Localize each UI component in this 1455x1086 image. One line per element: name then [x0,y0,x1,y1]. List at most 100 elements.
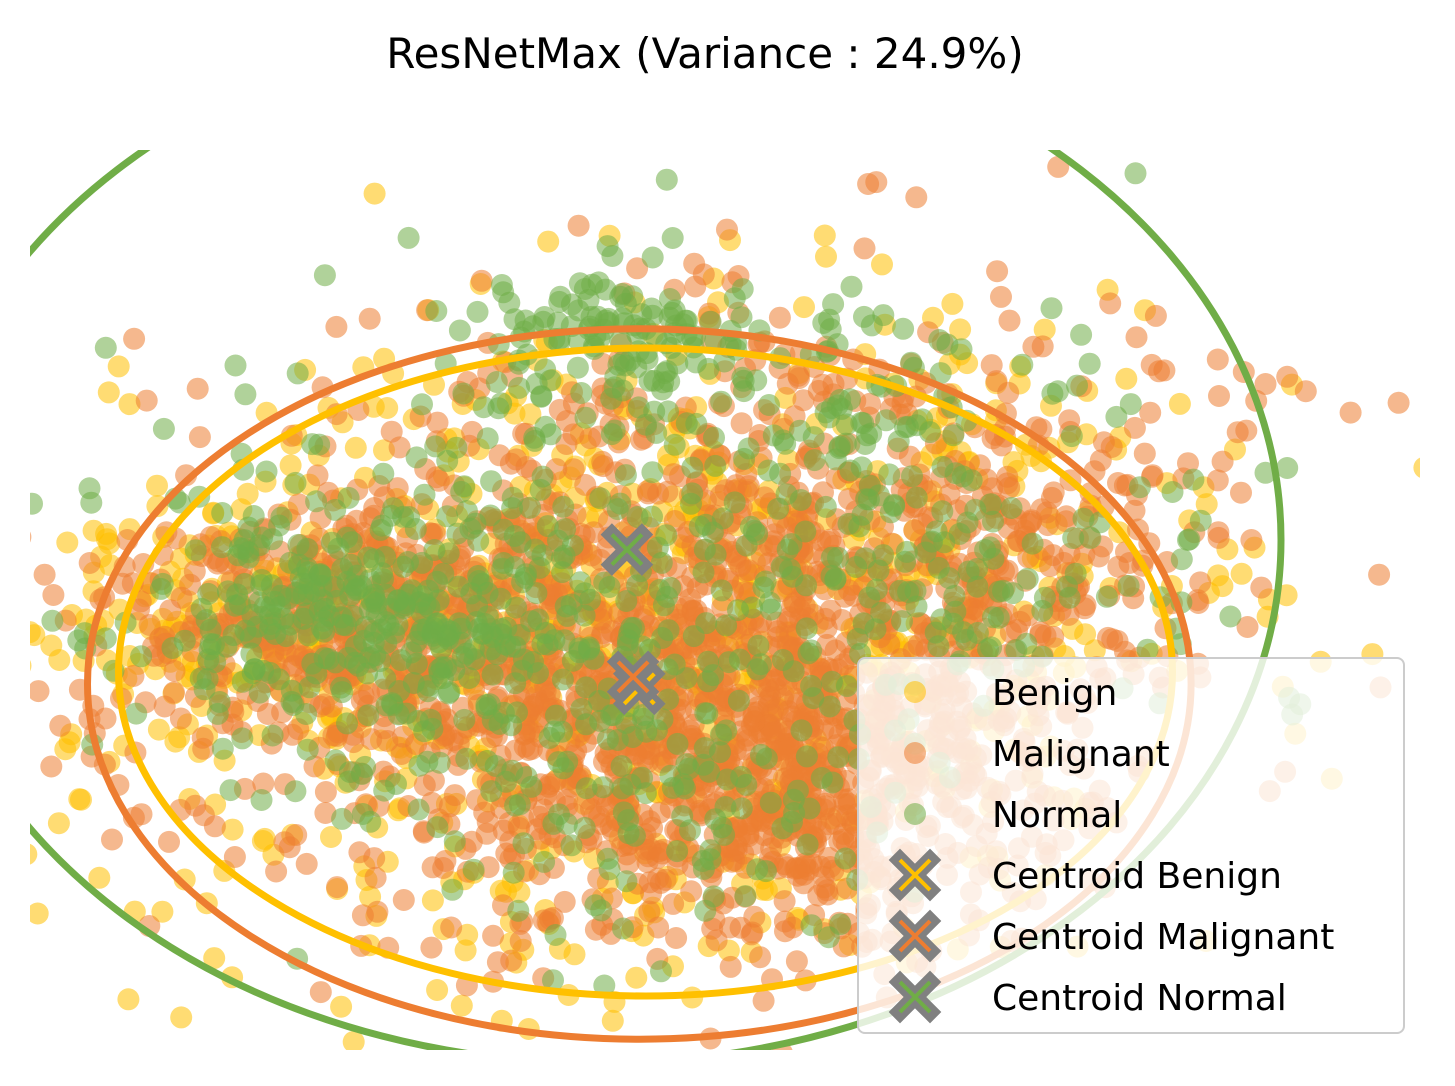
data-point-malignant [817,846,840,869]
data-point-malignant [990,285,1012,308]
data-point-malignant [1206,348,1229,371]
data-point-normal [692,561,715,584]
data-point-normal [405,446,428,469]
data-point-normal [286,362,309,385]
data-point-malignant [1036,514,1059,537]
data-point-malignant [314,802,337,824]
data-point-normal [663,433,686,456]
data-point-normal [438,681,461,703]
data-point-normal [927,635,950,658]
data-point-normal [759,791,782,814]
data-point-normal [451,646,474,668]
data-point-benign [97,381,120,404]
data-point-normal [234,383,257,406]
data-point-benign [30,660,32,672]
data-point-normal [710,390,733,413]
data-point-malignant [366,900,389,923]
data-point-benign [1413,457,1420,478]
data-point-normal [657,619,680,642]
data-point-malignant [223,846,246,868]
data-point-malignant [626,257,649,280]
data-point-normal [827,546,849,569]
data-point-normal [287,533,310,556]
data-point-malignant [996,472,1019,495]
data-point-normal [1170,548,1193,571]
data-point-normal [453,475,476,498]
data-point-normal [548,803,570,826]
data-point-normal [666,732,689,755]
data-point-normal [702,664,724,687]
data-point-normal [929,362,952,385]
data-point-normal [603,419,626,442]
data-point-malignant [326,876,348,899]
data-point-normal [446,522,469,545]
data-point-benign [949,318,972,341]
data-point-normal [1011,353,1034,376]
data-point-malignant [443,784,466,807]
data-point-normal [455,747,478,770]
data-point-normal [502,861,525,884]
data-point-normal [250,789,273,811]
data-point-normal [872,544,895,567]
data-point-normal [284,780,307,803]
data-point-benign [117,988,140,1011]
data-point-malignant [1294,380,1317,403]
data-point-normal [681,482,704,505]
data-point-normal [1000,497,1023,519]
data-point-normal [802,687,825,710]
data-point-malignant [265,860,288,883]
data-point-malignant [427,469,450,492]
legend-item-normal: Normal [904,795,1122,836]
data-point-normal [94,627,117,650]
data-point-benign [68,788,91,811]
data-point-normal [441,878,464,901]
data-point-malignant [179,573,202,596]
data-point-malignant [1025,1065,1047,1086]
data-point-normal [641,505,663,528]
data-point-normal [1219,605,1242,628]
data-point-normal [507,899,530,922]
data-point-malignant [40,755,63,778]
data-point-normal [982,510,1004,533]
data-point-normal [193,678,216,701]
data-point-malignant [78,552,101,574]
data-point-malignant [737,822,760,845]
data-point-normal [1177,529,1199,551]
legend-swatch-centroid-benign [888,848,942,902]
data-point-normal [659,576,682,599]
data-point-normal [735,773,758,796]
data-point-normal [211,536,233,559]
data-point-malignant [295,852,318,875]
data-point-normal [548,290,571,313]
data-point-normal [524,538,547,561]
data-point-malignant [740,923,763,946]
data-point-normal [732,369,755,392]
data-point-normal [601,245,624,267]
data-point-normal [854,433,877,455]
data-point-normal [786,779,809,802]
data-point-normal [447,575,470,598]
data-point-normal [472,396,495,419]
data-point-normal [1124,162,1147,185]
data-point-normal [982,606,1004,629]
data-point-malignant [751,121,773,143]
data-point-normal [227,544,250,567]
data-point-benign [0,586,14,608]
data-point-normal [231,727,254,750]
data-point-normal [514,566,537,589]
data-point-normal [575,676,598,699]
data-point-malignant [1099,292,1122,315]
data-point-normal [573,582,596,605]
data-point-normal [988,580,1011,603]
data-point-malignant [1444,556,1455,578]
data-point-normal [268,514,291,537]
data-point-benign [48,649,71,671]
data-point-malignant [94,707,117,730]
data-point-normal [260,574,283,597]
data-point-malignant [1186,589,1209,612]
data-point-normal [402,672,425,694]
legend-item-malignant: Malignant [904,734,1170,775]
data-point-malignant [1208,385,1230,407]
data-point-normal [431,656,453,679]
data-point-malignant [1055,510,1078,533]
